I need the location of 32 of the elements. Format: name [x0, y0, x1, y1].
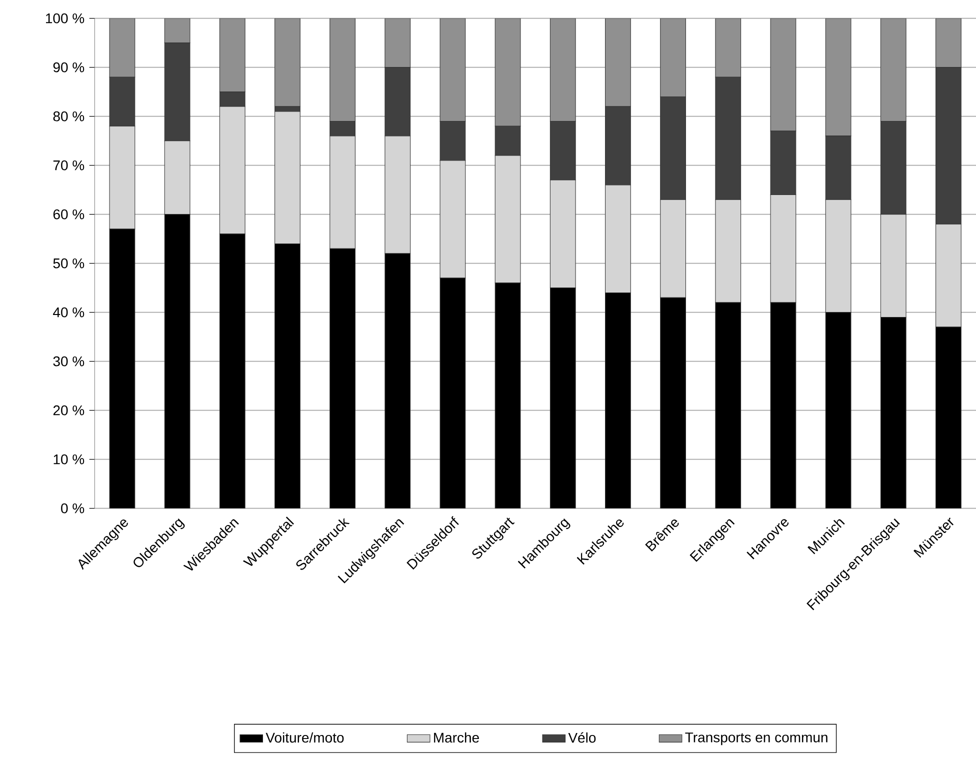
bar: [219, 234, 246, 508]
y-tick-label: 30 %: [53, 356, 84, 366]
legend-label: Vélo: [568, 732, 596, 743]
bar: [109, 228, 136, 508]
bar: [164, 214, 190, 508]
bar: [936, 326, 962, 508]
y-tick-label: 80 %: [53, 111, 84, 122]
bar: [330, 248, 356, 508]
bar: [550, 288, 576, 508]
bar: [605, 292, 631, 508]
bar: [274, 243, 300, 508]
y-tick-label: 20 %: [53, 405, 84, 416]
bar: [880, 316, 906, 508]
bar: [825, 312, 852, 508]
y-tick-label: 60 %: [53, 209, 84, 220]
y-tick-label: 10 %: [54, 454, 84, 464]
y-tick-label: 90 %: [53, 62, 84, 72]
legend-label: Marche: [434, 732, 479, 743]
legend-label: Voiture/moto: [266, 732, 344, 743]
legend-label: Transports en commun: [685, 732, 828, 746]
bar: [770, 302, 796, 508]
bar: [384, 253, 411, 508]
bar: [715, 302, 742, 508]
y-tick-label: 50 %: [53, 258, 84, 268]
y-tick-label: 40 %: [53, 307, 84, 318]
y-tick-label: 70 %: [53, 160, 84, 170]
y-tick-label: 100 %: [46, 13, 84, 24]
bar: [440, 278, 466, 508]
bar: [660, 297, 686, 508]
y-tick-label: 0 %: [61, 503, 84, 514]
bar: [494, 282, 521, 508]
bar: [274, 18, 300, 107]
